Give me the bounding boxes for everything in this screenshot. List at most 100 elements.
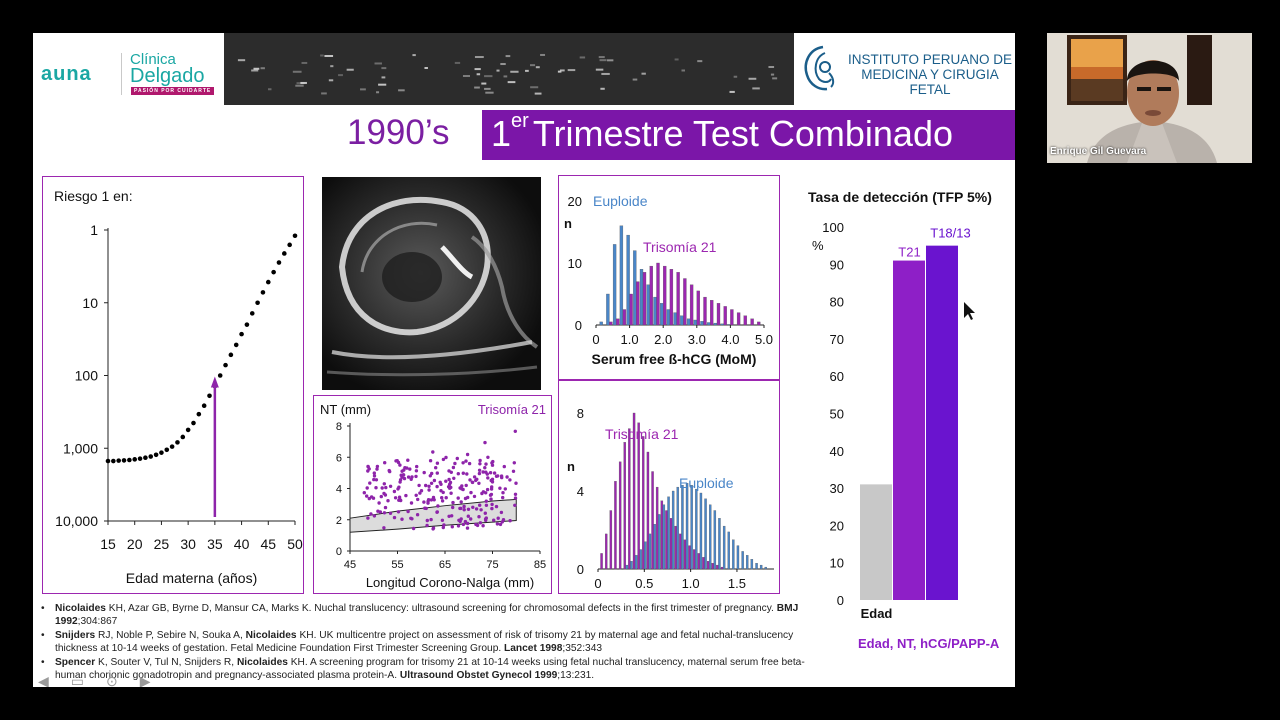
data-point bbox=[260, 290, 266, 295]
data-point bbox=[489, 487, 494, 491]
data-point bbox=[481, 470, 485, 474]
data-point bbox=[366, 516, 370, 520]
bokeh-dot bbox=[530, 86, 539, 89]
data-point bbox=[271, 269, 276, 275]
y-tick-label: 8 bbox=[577, 406, 584, 421]
data-point bbox=[383, 461, 387, 465]
bokeh-dot bbox=[462, 75, 470, 78]
bokeh-dot bbox=[729, 90, 735, 93]
data-point bbox=[409, 501, 414, 505]
data-point bbox=[513, 492, 518, 496]
data-point bbox=[435, 510, 439, 514]
slide-sorter-icon[interactable]: ▭ bbox=[70, 673, 85, 687]
legend-label: Euploide bbox=[679, 475, 734, 491]
histogram-bar bbox=[676, 272, 680, 326]
data-point bbox=[466, 507, 471, 511]
data-point bbox=[451, 500, 455, 505]
next-slide-icon[interactable]: ▶ bbox=[139, 673, 151, 687]
histogram-bar bbox=[651, 471, 654, 570]
title-text: Trimestre Test Combinado bbox=[532, 113, 953, 154]
histogram-bar bbox=[656, 262, 660, 326]
data-point bbox=[494, 504, 499, 509]
presentation-slide: auna Clínica Delgado PASIÓN POR CUIDARTE… bbox=[33, 33, 1015, 687]
data-point bbox=[495, 522, 500, 526]
histogram-bar bbox=[699, 492, 703, 570]
data-point bbox=[127, 457, 132, 463]
data-point bbox=[486, 455, 490, 459]
data-point bbox=[233, 342, 239, 348]
data-point bbox=[375, 467, 379, 471]
data-point bbox=[422, 470, 426, 475]
title-superscript: er bbox=[511, 110, 529, 132]
data-point bbox=[483, 511, 487, 515]
bokeh-dot bbox=[260, 67, 265, 70]
data-point bbox=[478, 462, 482, 466]
data-point bbox=[462, 504, 466, 509]
data-point bbox=[455, 456, 459, 461]
bokeh-dot bbox=[484, 75, 493, 78]
data-point bbox=[456, 496, 460, 500]
data-point bbox=[422, 500, 426, 504]
histogram-bar bbox=[697, 553, 701, 570]
histogram-bar bbox=[666, 309, 671, 326]
bokeh-dot bbox=[485, 91, 494, 94]
data-point bbox=[276, 260, 282, 265]
data-point bbox=[484, 499, 488, 503]
bokeh-dot bbox=[770, 73, 775, 76]
bokeh-dot bbox=[360, 88, 366, 91]
histogram-bar bbox=[622, 309, 627, 326]
data-point bbox=[479, 508, 483, 512]
data-point bbox=[382, 482, 386, 486]
histogram-bar bbox=[618, 461, 622, 570]
data-point bbox=[440, 518, 445, 522]
data-point bbox=[132, 457, 138, 462]
histogram-bar bbox=[686, 318, 691, 326]
bokeh-dot bbox=[484, 87, 491, 90]
y-tick-label: 30 bbox=[830, 481, 844, 496]
bokeh-dot bbox=[481, 82, 487, 85]
data-point bbox=[459, 500, 463, 504]
data-point bbox=[382, 526, 386, 530]
x-tick-label: 15 bbox=[100, 536, 116, 552]
histogram-bar bbox=[764, 566, 767, 570]
data-point bbox=[386, 499, 390, 503]
bokeh-dot bbox=[321, 92, 327, 95]
data-point bbox=[500, 520, 504, 524]
data-point bbox=[175, 440, 180, 445]
data-point bbox=[498, 522, 503, 527]
data-point bbox=[137, 456, 143, 461]
y-tick-label: 8 bbox=[336, 421, 342, 433]
data-point bbox=[499, 474, 504, 478]
bokeh-dot bbox=[454, 61, 461, 64]
data-point bbox=[372, 514, 377, 518]
legend-label: Trisomía 21 bbox=[605, 426, 679, 442]
previous-slide-icon[interactable]: ◀ bbox=[38, 673, 49, 687]
data-point bbox=[387, 468, 391, 473]
data-point bbox=[415, 513, 420, 517]
data-point bbox=[477, 468, 482, 472]
nt-scatter-panel: NT (mm) Trisomía 21 0 2 4 6 8 45 55 65 75 85 Longitu… bbox=[313, 395, 552, 594]
histogram-bar bbox=[755, 563, 758, 570]
zoom-icon[interactable]: ⊙ bbox=[106, 673, 118, 687]
legend-label: Trisomía 21 bbox=[643, 239, 717, 255]
data-point bbox=[441, 457, 446, 462]
data-point bbox=[513, 496, 518, 500]
histogram-bar bbox=[632, 412, 636, 570]
bokeh-dot bbox=[474, 68, 481, 71]
data-point bbox=[508, 478, 512, 482]
data-point bbox=[499, 510, 504, 515]
data-point bbox=[397, 495, 402, 499]
data-point bbox=[362, 491, 366, 495]
data-point bbox=[121, 458, 127, 463]
data-point bbox=[435, 484, 439, 489]
x-tick-label: 25 bbox=[154, 536, 170, 552]
data-point bbox=[398, 463, 402, 467]
histogram-bar bbox=[669, 269, 674, 326]
histogram-bar bbox=[750, 559, 754, 570]
data-point bbox=[244, 322, 250, 327]
reference-item: Spencer K, Souter V, Tul N, Snijders R, … bbox=[39, 657, 819, 682]
bokeh-dot bbox=[579, 56, 586, 59]
participant-video[interactable]: Enrique Gil Guevara bbox=[1047, 33, 1252, 163]
data-point bbox=[501, 495, 505, 500]
data-point bbox=[397, 485, 401, 489]
